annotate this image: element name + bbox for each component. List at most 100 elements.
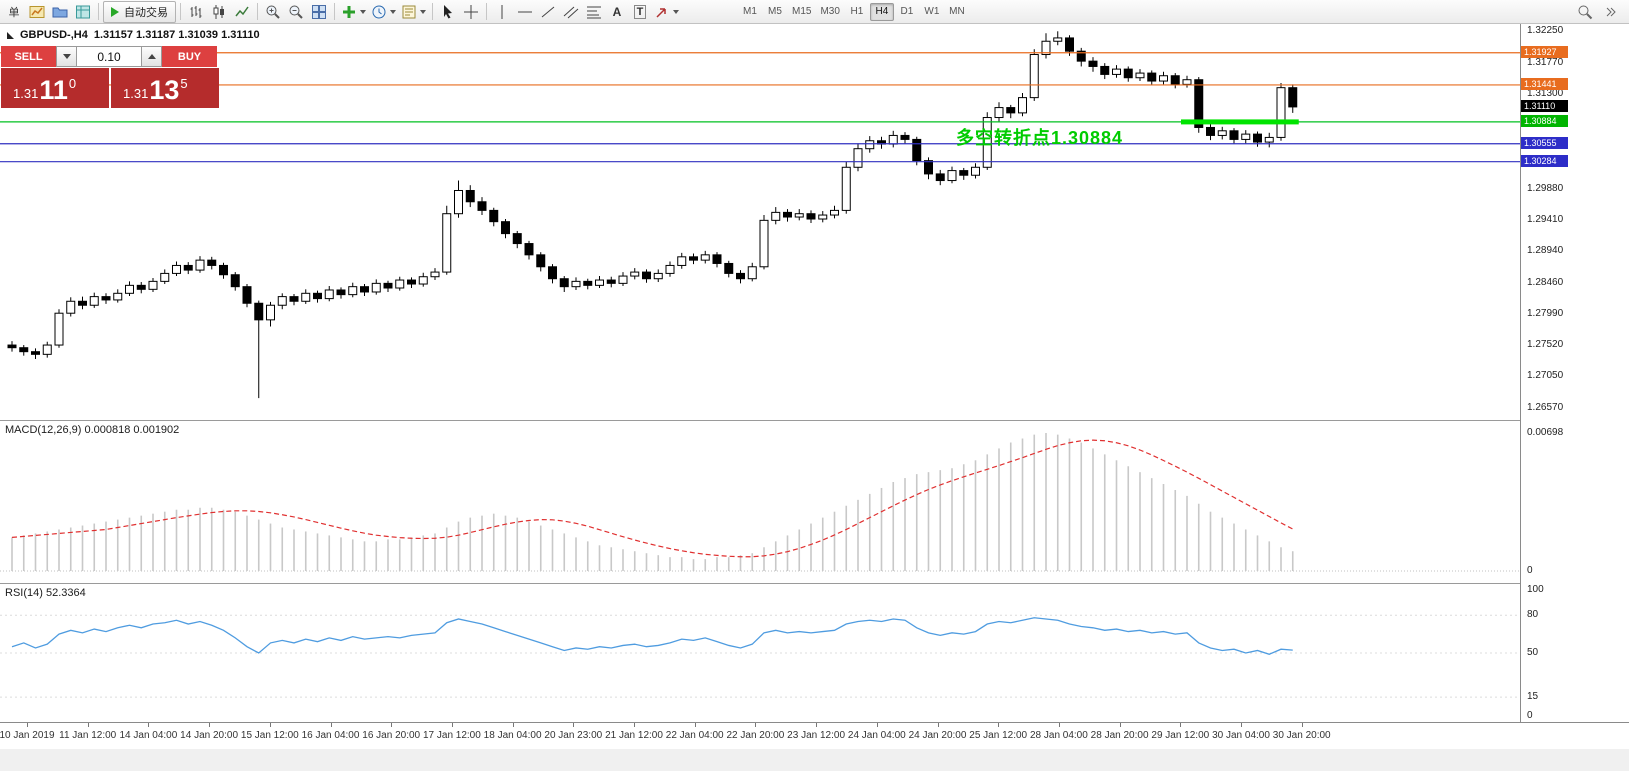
horizontal-line-tool-button[interactable] [514, 2, 536, 22]
template-icon [402, 5, 416, 18]
time-axis-label: 17 Jan 12:00 [422, 730, 481, 741]
horizontal-line-icon [518, 11, 532, 12]
timeframe-w1-button[interactable]: W1 [924, 6, 940, 17]
timeframe-h1-button[interactable]: H1 [850, 6, 864, 17]
rsi-chart-canvas[interactable] [0, 584, 1520, 722]
bar-chart-mode-button[interactable] [185, 2, 207, 22]
indicators-button[interactable] [339, 2, 368, 22]
crosshair-tool-button[interactable] [460, 2, 482, 22]
time-axis-label: 22 Jan 04:00 [665, 730, 724, 741]
time-tick [269, 723, 271, 727]
bottom-strip [0, 748, 1629, 771]
text-tool-icon: A [612, 4, 622, 19]
label-tool-button[interactable]: T [629, 2, 651, 22]
cursor-tool-button[interactable] [437, 2, 459, 22]
periods-dropdown-icon [390, 9, 396, 14]
sell-price-button[interactable]: 1.31 11 0 [1, 68, 109, 108]
market-watch-button[interactable] [72, 2, 94, 22]
rsi-panel[interactable]: RSI(14) 52.3364 [0, 584, 1520, 722]
profiles-button[interactable] [49, 2, 71, 22]
time-tick [1119, 723, 1121, 727]
one-click-collapse-icon[interactable] [7, 31, 14, 39]
time-axis-label: 10 Jan 2019 [0, 730, 55, 741]
chevron-double-icon [1606, 7, 1616, 16]
buy-price-button[interactable]: 1.31 13 5 [111, 68, 219, 108]
channel-tool-button[interactable] [560, 2, 582, 22]
time-axis-label: 15 Jan 12:00 [240, 730, 299, 741]
volume-input[interactable] [77, 46, 141, 67]
toolbar-right-group [1574, 2, 1626, 22]
new-chart-icon [29, 5, 45, 18]
toolbar-overflow-button[interactable] [1600, 2, 1622, 22]
chart-annotation: 多空转折点1.30884 [956, 128, 1124, 148]
macd-axis-label: 0.00698 [1527, 427, 1564, 438]
trendline-tool-button[interactable] [537, 2, 559, 22]
arrows-tool-button[interactable] [652, 2, 681, 22]
timeframe-d1-button[interactable]: D1 [900, 6, 914, 17]
macd-chart-canvas[interactable] [0, 421, 1520, 583]
sell-button[interactable]: SELL [1, 46, 56, 67]
timeframe-m1-button[interactable]: M1 [743, 6, 757, 17]
rsi-line [11, 617, 1293, 655]
time-axis-label: 30 Jan 20:00 [1272, 730, 1331, 741]
time-tick [998, 723, 1000, 727]
time-tick [27, 723, 28, 727]
volume-increment-button[interactable] [141, 46, 162, 67]
price-axis-label: 1.27050 [1527, 370, 1564, 382]
buy-button[interactable]: BUY [162, 46, 217, 67]
volume-decrement-button[interactable] [56, 46, 77, 67]
price-axis-label: 1.32250 [1527, 25, 1564, 37]
sell-price-pips: 11 [39, 75, 68, 105]
text-tool-button[interactable]: A [606, 2, 628, 22]
new-order-label: 单 [8, 6, 20, 19]
time-axis-label: 30 Jan 04:00 [1212, 730, 1270, 741]
buy-price-prefix: 1.31 [123, 86, 149, 101]
fibonacci-tool-button[interactable] [583, 2, 605, 22]
rsi-axis-label: 0 [1527, 710, 1533, 721]
main-chart-panel[interactable]: GBPUSD-,H4 1.31157 1.31187 1.31039 1.311… [0, 24, 1520, 421]
templates-button[interactable] [399, 2, 428, 22]
autotrading-button[interactable]: 自动交易 [103, 0, 176, 23]
buy-price-pips: 13 [149, 75, 180, 105]
vertical-line-icon [501, 4, 503, 19]
candlestick-mode-button[interactable] [208, 2, 230, 22]
autotrading-label: 自动交易 [124, 6, 168, 19]
timeframe-m15-button[interactable]: M15 [792, 6, 812, 17]
timeframe-mn-button[interactable]: MN [949, 6, 965, 17]
search-button[interactable] [1574, 2, 1596, 22]
time-tick [816, 723, 818, 727]
timeframe-m5-button[interactable]: M5 [768, 6, 782, 17]
search-icon [1578, 5, 1593, 19]
timeframe-h4-button[interactable]: H4 [869, 2, 894, 21]
new-chart-button[interactable] [26, 2, 48, 22]
time-axis-label: 28 Jan 04:00 [1029, 730, 1088, 741]
time-tick [937, 723, 939, 727]
price-axis[interactable]: 1.32250 1.31770 1.31300 1.29880 1.29410 1.289… [1520, 24, 1629, 722]
price-chart-canvas[interactable] [0, 24, 1520, 420]
price-axis-label: 1.29880 [1527, 182, 1564, 194]
time-axis[interactable]: 10 Jan 2019 11 Jan 12:00 14 Jan 04:00 14 Ja… [0, 722, 1629, 749]
price-axis-label: 1.27520 [1527, 339, 1564, 351]
tile-windows-icon [312, 4, 326, 19]
periods-button[interactable] [369, 2, 398, 22]
arrows-dropdown-icon [673, 9, 679, 14]
time-tick [391, 723, 393, 727]
autotrading-play-icon [111, 6, 119, 17]
tile-windows-button[interactable] [308, 2, 330, 22]
new-order-button[interactable]: 单 [3, 2, 25, 22]
zoom-in-button[interactable] [262, 2, 284, 22]
time-tick [755, 723, 757, 727]
macd-panel[interactable]: MACD(12,26,9) 0.000818 0.001902 [0, 421, 1520, 584]
vertical-line-tool-button[interactable] [491, 2, 513, 22]
time-axis-label: 16 Jan 04:00 [301, 730, 360, 741]
zoom-out-button[interactable] [285, 2, 307, 22]
macd-axis-label: 0 [1527, 565, 1533, 576]
timeframe-toolbar: M1 M5 M15 M30 H1 H4 D1 W1 MN [738, 2, 969, 21]
time-tick [148, 723, 150, 727]
zoom-out-icon [289, 5, 303, 19]
timeframe-m30-button[interactable]: M30 [820, 6, 840, 17]
chart-title: GBPUSD-,H4 1.31157 1.31187 1.31039 1.311… [7, 29, 260, 41]
line-chart-mode-button[interactable] [231, 2, 253, 22]
zoom-in-icon [266, 5, 280, 19]
